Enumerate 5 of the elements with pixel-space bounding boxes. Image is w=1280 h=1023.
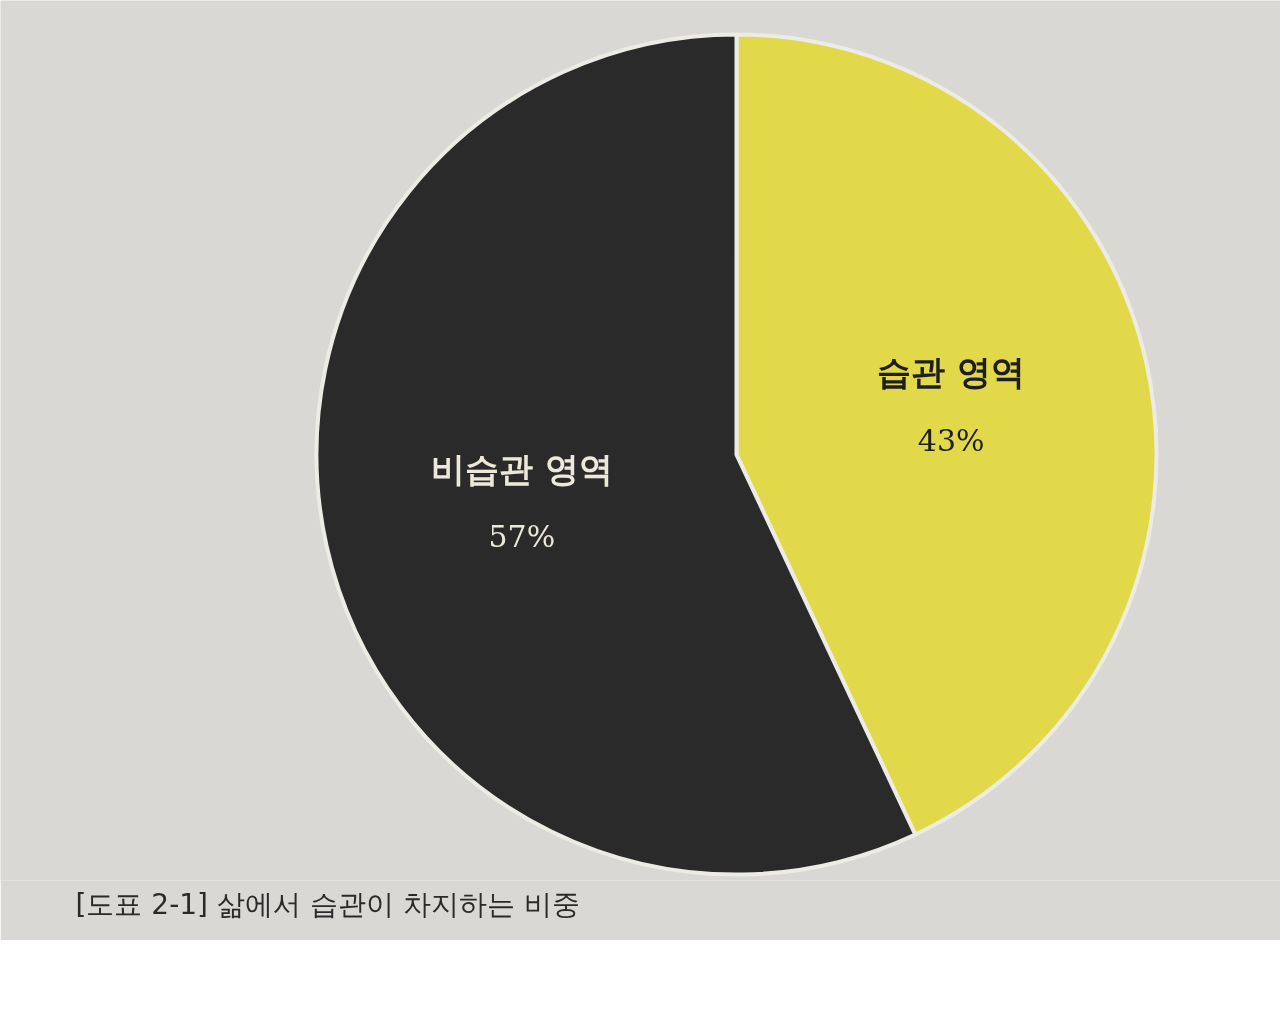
slice-label: 습관 영역 [877,352,1026,393]
data-label: 57% [488,519,556,555]
data-label: 43% [917,423,985,459]
slice-label: 비습관 영역 [430,448,613,489]
text: [도표 2-1] 삶에서 습관이 차지하는 비중 [75,887,580,921]
